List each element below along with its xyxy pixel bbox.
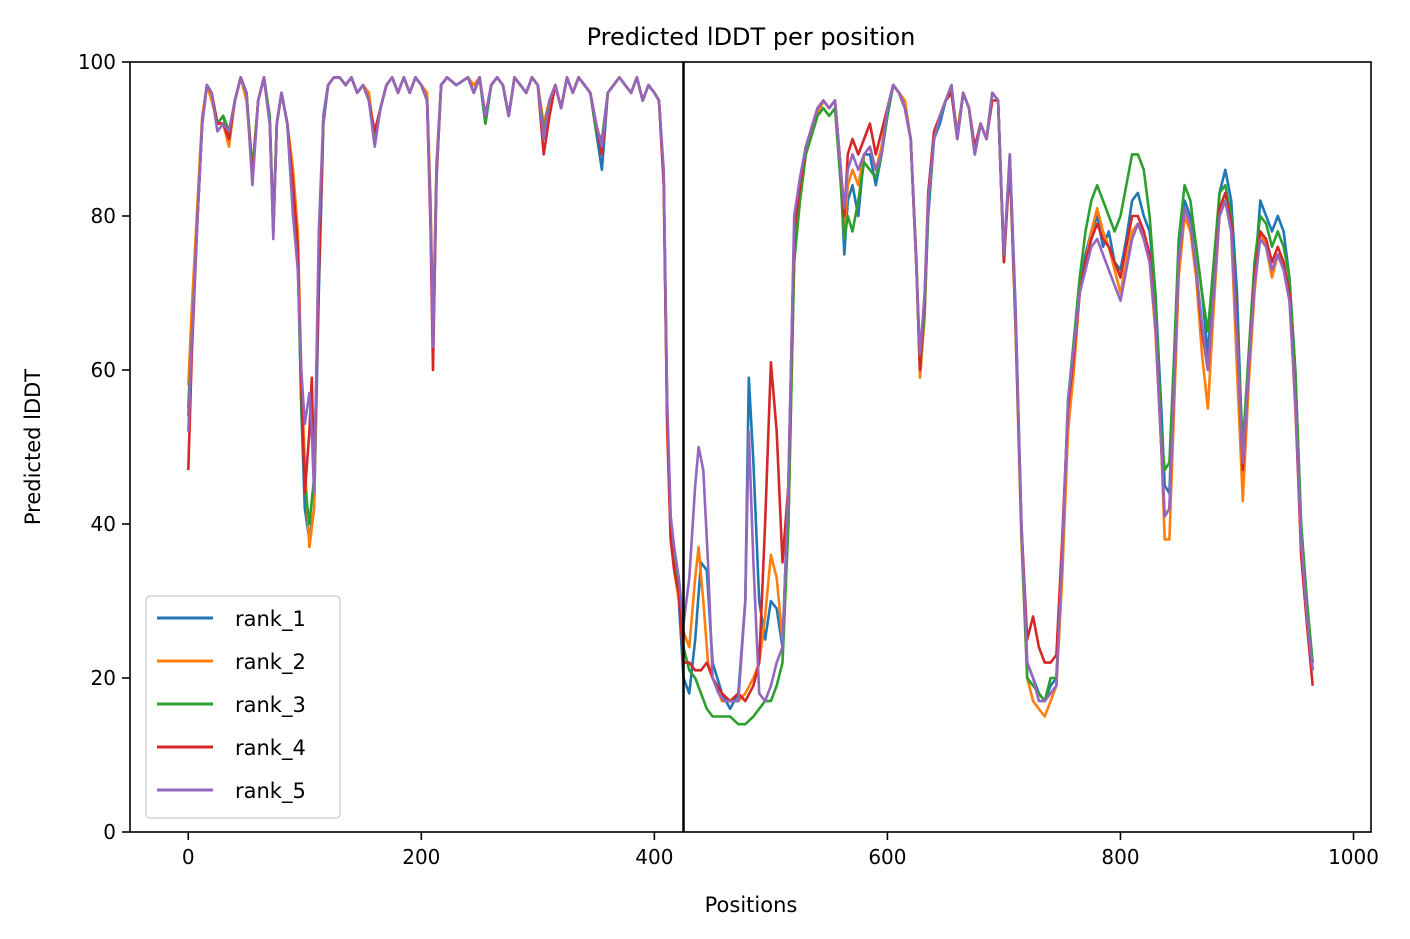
y-axis-label: Predicted lDDT xyxy=(21,369,45,525)
x-tick-label: 600 xyxy=(868,845,906,869)
legend-label: rank_3 xyxy=(235,693,306,718)
legend-label: rank_1 xyxy=(235,607,306,632)
series-line-rank-5 xyxy=(187,76,1314,703)
legend-label: rank_2 xyxy=(235,650,306,675)
y-tick-label: 100 xyxy=(78,50,116,74)
y-tick-label: 60 xyxy=(91,358,116,382)
y-tick-label: 0 xyxy=(103,820,116,844)
x-tick-label: 400 xyxy=(635,845,673,869)
x-tick-label: 200 xyxy=(402,845,440,869)
chart-title: Predicted lDDT per position xyxy=(587,23,916,51)
series-lines xyxy=(187,76,1314,726)
y-tick-label: 20 xyxy=(91,666,116,690)
y-tick-label: 80 xyxy=(91,204,116,228)
y-axis-ticks: 0 20 40 60 80 100 xyxy=(78,50,130,844)
legend: rank_1 rank_2 rank_3 rank_4 rank_5 xyxy=(145,595,341,819)
x-axis-ticks: 0 200 400 600 800 1000 xyxy=(182,832,1379,869)
plot-frame xyxy=(129,61,1372,833)
x-tick-label: 800 xyxy=(1101,845,1139,869)
y-tick-label: 40 xyxy=(91,512,116,536)
x-tick-label: 0 xyxy=(182,845,195,869)
x-axis-label: Positions xyxy=(705,893,798,917)
legend-frame xyxy=(145,595,341,819)
legend-label: rank_5 xyxy=(235,779,306,804)
legend-label: rank_4 xyxy=(235,736,306,761)
x-tick-label: 1000 xyxy=(1328,845,1379,869)
